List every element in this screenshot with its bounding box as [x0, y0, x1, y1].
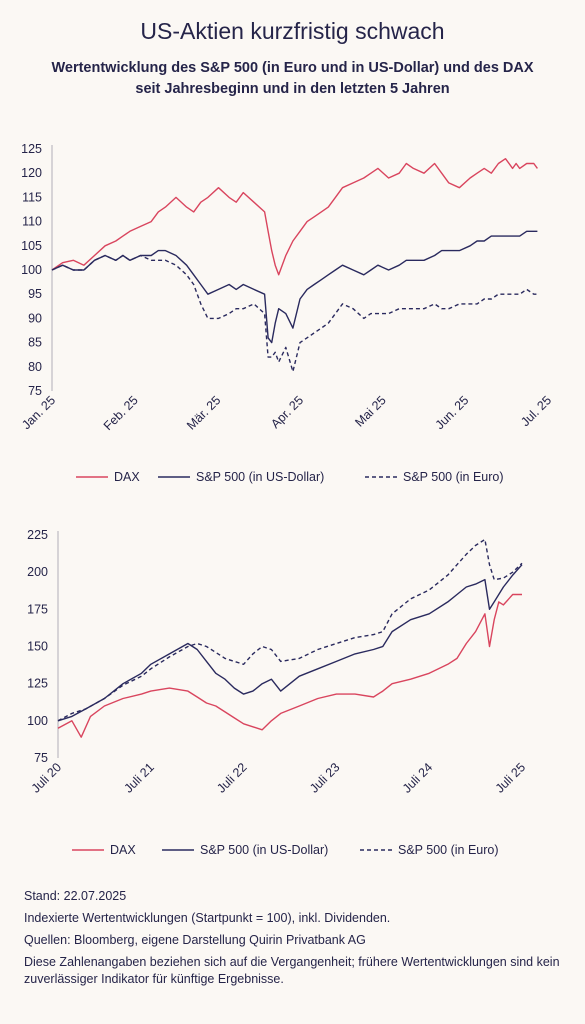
y-tick-label: 80: [28, 360, 42, 374]
legend-label-sp_eur: S&P 500 (in Euro): [398, 843, 499, 857]
x-tick-label: Juli 22: [214, 760, 249, 795]
series-line-dax: [57, 593, 522, 738]
y-tick-label: 85: [28, 336, 42, 350]
y-tick-label: 100: [27, 714, 48, 728]
y-tick-label: 110: [22, 215, 42, 229]
series-line-sp500-eur: [57, 538, 523, 722]
y-tick-label: 90: [28, 311, 42, 325]
legend-label-sp_eur: S&P 500 (in Euro): [403, 470, 504, 484]
y-tick-label: 200: [27, 565, 48, 579]
x-tick-label: Juli 23: [307, 760, 342, 795]
y-tick-label: 75: [28, 384, 42, 398]
x-tick-label: Juli 20: [29, 760, 64, 795]
y-tick-label: 175: [27, 602, 48, 616]
legend-label-dax: DAX: [110, 843, 136, 857]
subtitle-line-1: Wertentwicklung des S&P 500 (in Euro und…: [51, 60, 534, 76]
legend-label-sp_usd: S&P 500 (in US-Dollar): [200, 843, 328, 857]
footer-indexiert: Indexierte Wertentwicklungen (Startpunkt…: [24, 911, 391, 925]
y-tick-label: 150: [27, 640, 48, 654]
chart-title: US-Aktien kurzfristig schwach: [140, 18, 445, 44]
footer-hinweis: Diese Zahlenangaben beziehen sich auf di…: [24, 955, 560, 986]
y-tick-label: 105: [21, 239, 42, 253]
series-line-sp500-usd: [57, 564, 523, 722]
y-tick-label: 100: [21, 263, 42, 277]
legend-label-sp_usd: S&P 500 (in US-Dollar): [196, 470, 324, 484]
footer-notes: Stand: 22.07.2025 Indexierte Wertentwick…: [24, 888, 564, 993]
y-tick-label: 125: [27, 677, 48, 691]
y-tick-label: 95: [28, 287, 42, 301]
subtitle-line-2: seit Jahresbeginn und in den letzten 5 J…: [135, 81, 450, 97]
x-tick-label: Juli 21: [121, 760, 156, 795]
y-tick-label: 225: [27, 528, 48, 542]
y-tick-label: 115: [22, 190, 42, 204]
legend-label-dax: DAX: [114, 470, 140, 484]
series-line-sp500-usd: [51, 230, 538, 344]
series-line-dax: [51, 157, 538, 276]
y-tick-label: 75: [34, 751, 48, 765]
y-tick-label: 125: [21, 142, 42, 156]
five-year-line-chart: 75 100 125 150 175 200 225 Juli 20 Juli 21 Juli 2…: [27, 528, 528, 857]
footer-stand: Stand: 22.07.2025: [24, 889, 127, 903]
footer-quellen: Quellen: Bloomberg, eigene Darstellung Q…: [24, 933, 366, 947]
x-tick-label: Juli 25: [493, 760, 528, 795]
y-tick-label: 120: [21, 166, 42, 180]
x-tick-label: Juli 24: [400, 760, 435, 795]
chart-subtitle: Wertentwicklung des S&P 500 (in Euro und…: [20, 58, 565, 100]
series-line-sp500-eur: [51, 254, 538, 373]
